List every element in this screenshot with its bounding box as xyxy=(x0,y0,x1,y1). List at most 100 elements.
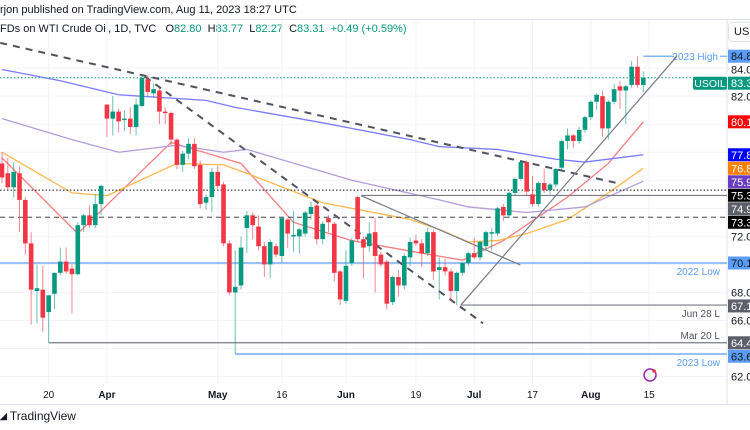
price-tag-label: 77.82 xyxy=(731,150,750,162)
candle-body xyxy=(448,271,454,292)
candle-body xyxy=(512,178,518,193)
candle xyxy=(227,240,232,296)
candle-body xyxy=(326,218,331,223)
candle-body xyxy=(600,96,605,129)
candle-body xyxy=(63,261,69,272)
price-tag-label: 64.41 xyxy=(731,338,750,350)
candle-body xyxy=(81,215,86,226)
price-tick-label: 82.00 xyxy=(731,92,750,104)
currency-button[interactable]: USD xyxy=(728,22,750,42)
candle xyxy=(291,211,296,252)
candle xyxy=(565,128,570,150)
date-tick-label: 15 xyxy=(644,390,656,401)
candle xyxy=(442,258,448,276)
candle xyxy=(332,222,337,282)
candle xyxy=(168,111,174,146)
candle xyxy=(425,227,430,256)
candle xyxy=(635,56,640,88)
candle xyxy=(372,218,378,293)
candle xyxy=(122,110,127,132)
date-tick-label: 16 xyxy=(276,390,288,401)
level-label: 2023 High xyxy=(672,52,718,63)
tradingview-logo[interactable]: ◢ TradingView xyxy=(0,409,76,423)
candle-body xyxy=(588,101,594,118)
candle-body xyxy=(98,185,104,205)
candle-body xyxy=(361,239,366,248)
candle-body xyxy=(559,141,564,168)
candle xyxy=(413,234,419,247)
candle-body xyxy=(139,77,145,106)
price-tag-73.36 xyxy=(728,215,750,229)
candle-body xyxy=(110,111,116,119)
candle xyxy=(547,183,553,195)
price-chart[interactable]: 2023 High 2022 Low Jun 28 L Mar 20 L 2023 Lo… xyxy=(0,0,750,405)
candle-body xyxy=(11,171,16,188)
price-tick-label: 62.00 xyxy=(731,372,750,384)
candle xyxy=(518,162,524,181)
candle-body xyxy=(92,204,98,226)
symbol-name[interactable]: FDs on WTI Crude Oil, 1D, TVC xyxy=(0,23,157,35)
high-label: H xyxy=(207,23,216,35)
candle-body xyxy=(227,243,232,293)
candle xyxy=(641,71,646,93)
price-tag-76.86 xyxy=(728,161,750,175)
candle xyxy=(145,75,151,97)
candle xyxy=(623,84,629,125)
date-tick-label: 20 xyxy=(43,390,55,401)
symbol-tag-label: USOIL xyxy=(694,78,726,90)
candle-body xyxy=(425,232,430,254)
candle xyxy=(174,138,180,170)
candle-body xyxy=(606,101,611,129)
candle xyxy=(5,157,11,191)
candle xyxy=(157,87,162,125)
candle xyxy=(104,104,110,137)
candle xyxy=(162,107,168,125)
candle xyxy=(314,204,320,245)
candle xyxy=(355,195,360,242)
candle xyxy=(75,222,81,276)
candle xyxy=(98,184,104,216)
price-tick-label: 68.00 xyxy=(731,287,750,299)
candle-body xyxy=(401,255,407,286)
candle-body xyxy=(337,271,343,300)
price-tag-75.93 xyxy=(728,175,750,189)
candle xyxy=(0,152,5,184)
footer-divider xyxy=(0,404,750,405)
trendline-long-downtrend xyxy=(0,41,618,185)
candle xyxy=(559,139,564,171)
candle-body xyxy=(384,261,390,304)
moving-average-sma-50 xyxy=(1,151,644,243)
price-tag-label: 74.92 xyxy=(731,204,750,216)
candle xyxy=(524,160,529,196)
date-tick-label: Jun xyxy=(337,390,355,401)
candle-body xyxy=(483,232,489,247)
candle xyxy=(302,211,308,237)
candle-body xyxy=(145,79,151,92)
candle-body xyxy=(436,267,442,271)
candle xyxy=(40,265,46,332)
candle xyxy=(133,98,139,136)
candle xyxy=(209,167,215,213)
price-tag-label: 83.31 xyxy=(731,78,750,90)
candle-body xyxy=(431,232,436,272)
candle-body xyxy=(192,143,197,167)
candle-body xyxy=(565,135,570,142)
candle xyxy=(203,194,209,210)
moving-average-sma-100 xyxy=(1,117,644,214)
candle xyxy=(477,240,483,261)
candle-body xyxy=(419,243,425,254)
candle-body xyxy=(40,289,46,318)
candle-body xyxy=(215,171,221,186)
candle xyxy=(273,243,279,258)
candle-body xyxy=(629,66,634,85)
price-tag-84.85 xyxy=(728,49,750,63)
candle xyxy=(69,264,75,314)
candle-body xyxy=(460,263,465,273)
candle xyxy=(81,213,86,233)
low-label: L xyxy=(249,23,256,35)
candle xyxy=(337,270,343,306)
candle-body xyxy=(506,192,512,216)
candle-body xyxy=(157,90,162,112)
candle xyxy=(466,251,471,266)
level-label: 2022 Low xyxy=(677,267,721,278)
